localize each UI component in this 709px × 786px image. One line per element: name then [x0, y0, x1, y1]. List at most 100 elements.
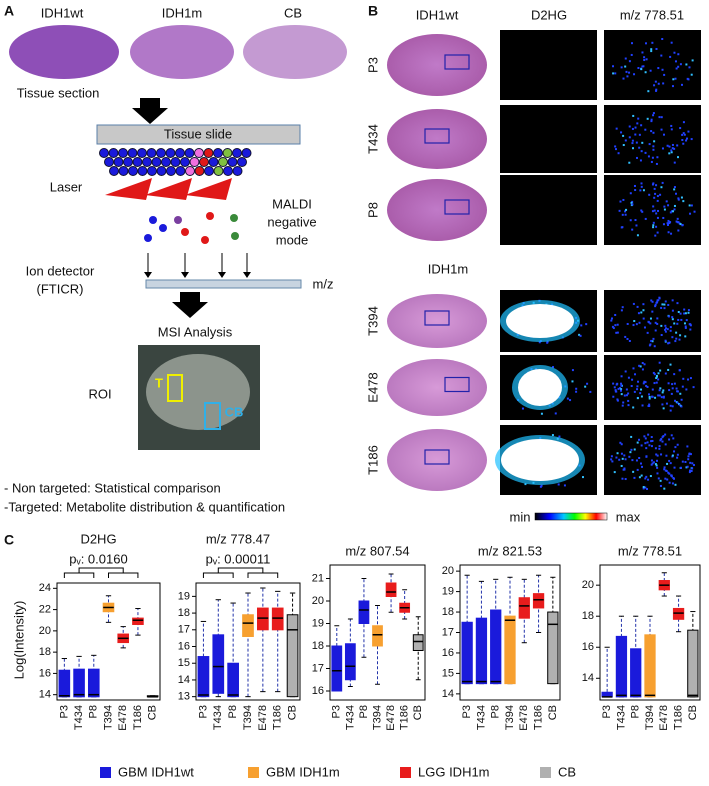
msi-pixel	[678, 338, 681, 341]
msi-pixel	[638, 133, 641, 136]
matrix-dot	[109, 166, 119, 176]
msi-pixel	[676, 302, 679, 305]
x-tick-label: P3	[331, 705, 343, 718]
msi-pixel	[689, 212, 692, 215]
msi-pixel	[627, 404, 630, 407]
msi-pixel	[610, 455, 613, 458]
msi-pixel	[653, 345, 656, 348]
y-tick-label: 14	[178, 674, 190, 686]
msi-pixel	[672, 78, 675, 81]
msi-pixel	[644, 151, 647, 154]
tissue-image	[9, 25, 119, 79]
msi-pixel	[620, 375, 623, 378]
msi-pixel	[670, 128, 673, 131]
msi-pixel	[655, 162, 658, 165]
msi-pixel	[642, 317, 645, 320]
matrix-dot	[113, 157, 124, 167]
box	[504, 615, 516, 685]
he-image	[387, 109, 487, 169]
msi-pixel	[621, 213, 624, 216]
msi-pixel	[619, 389, 622, 392]
msi-pixel	[687, 378, 690, 381]
legend-label: LGG IDH1m	[418, 764, 490, 779]
msi-pixel	[610, 319, 613, 322]
arrow	[132, 98, 168, 124]
roi-box	[424, 449, 450, 465]
msi-pixel	[671, 387, 674, 390]
msi-pixel	[684, 312, 687, 315]
msi-pixel	[680, 398, 683, 401]
msi-pixel	[658, 445, 661, 448]
y-tick-label: 13	[178, 691, 190, 703]
msi-pixel	[685, 466, 688, 469]
msi-pixel	[641, 210, 644, 213]
tissue-image	[130, 25, 234, 79]
msi-pixel	[654, 192, 657, 195]
matrix-dot	[222, 148, 233, 158]
matrix-dot	[104, 157, 114, 167]
x-tick-label: T434	[344, 705, 356, 730]
msi-pixel	[674, 483, 677, 486]
msi-pixel	[571, 369, 574, 372]
msi-pixel	[663, 487, 666, 490]
msi-pixel	[618, 209, 621, 212]
chart-title: m/z 821.53	[478, 543, 542, 558]
matrix-dot	[218, 157, 228, 167]
msi-pixel	[650, 160, 653, 163]
msi-pixel	[650, 299, 653, 302]
msi-pixel	[684, 326, 687, 329]
msi-pixel	[620, 443, 623, 446]
x-tick-label: CB	[286, 705, 298, 720]
msi-pixel	[685, 388, 688, 391]
y-tick-label: 17	[442, 626, 454, 638]
panel-label: C	[4, 532, 14, 548]
matrix-dot	[166, 166, 176, 176]
msi-pixel	[634, 219, 637, 222]
roi-label: T	[155, 375, 163, 390]
msi-pixel	[650, 50, 653, 53]
msi-pixel	[656, 472, 659, 475]
msi-pixel	[679, 334, 682, 337]
y-tick-label: 18	[178, 607, 190, 619]
msi-pixel	[639, 159, 642, 162]
msi-pixel	[682, 200, 685, 203]
msi-pixel	[637, 66, 640, 69]
msi-pixel	[667, 471, 670, 474]
msi-pixel	[620, 384, 623, 387]
msi-pixel	[628, 60, 631, 63]
msi-pixel	[616, 398, 619, 401]
msi-pixel	[624, 335, 627, 338]
msi-pixel	[636, 397, 639, 400]
msi-pixel	[669, 363, 672, 366]
panel-a: A IDH1wt IDH1m CB Tissue section Tissue …	[4, 3, 347, 514]
msi-pixel	[638, 476, 641, 479]
msi-pixel	[679, 466, 682, 469]
msi-pixel	[619, 200, 622, 203]
msi-pixel	[651, 340, 654, 343]
msi-pixel	[645, 384, 648, 387]
msi-pixel	[680, 405, 683, 408]
msi-pixel	[660, 453, 663, 456]
msi-pixel	[634, 133, 637, 136]
msi-pixel	[641, 65, 644, 68]
msi-pixel	[640, 150, 643, 153]
msi-pixel	[692, 386, 695, 389]
msi-pixel	[673, 147, 676, 150]
msi-pixel	[670, 41, 673, 44]
msi-pixel	[673, 466, 676, 469]
msi-pixel	[653, 209, 656, 212]
msi-pixel	[674, 399, 677, 402]
row-label: P3	[365, 57, 380, 73]
msi-pixel	[665, 402, 668, 405]
msi-pixel	[669, 221, 672, 224]
msi-pixel	[644, 442, 647, 445]
msi-pixel	[669, 55, 672, 58]
msi-pixel	[683, 312, 686, 315]
legend-swatch	[400, 767, 411, 778]
msi-pixel	[664, 443, 667, 446]
msi-pixel	[664, 324, 667, 327]
msi-pixel	[652, 114, 655, 117]
msi-pixel	[671, 318, 674, 321]
box	[286, 614, 299, 698]
msi-pixel	[647, 155, 650, 158]
